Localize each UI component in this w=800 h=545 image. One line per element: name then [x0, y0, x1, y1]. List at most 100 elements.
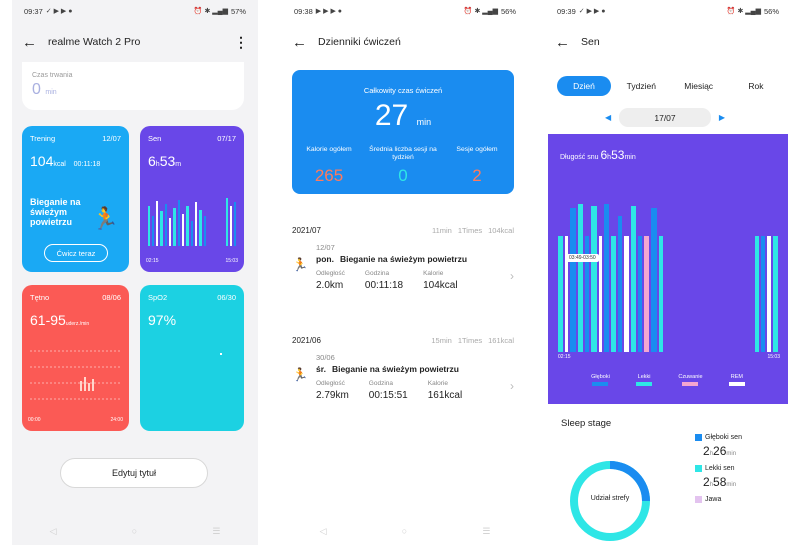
stat-weekly-sessions: Średnia liczba sesji na tydzień 0 — [368, 146, 438, 186]
battery-level: 56% — [763, 6, 779, 16]
sleep-duration-hours: 6 — [600, 148, 608, 162]
app-header: ← realme Watch 2 Pro ⋮ — [12, 22, 258, 62]
sleep-date: 07/17 — [217, 134, 236, 143]
stage-m-unit: min — [726, 451, 737, 457]
date-navigator: ◀ 17/07 ▶ — [605, 108, 725, 127]
sleep-stage-title: Sleep stage — [561, 418, 612, 429]
distance-value: 2.79km — [316, 390, 349, 401]
spo2-tile[interactable]: SpO2 06/30 97% — [140, 285, 244, 431]
period-tabs: Dzień Tydzień Miesiąc Rok — [557, 76, 783, 96]
phone-sleep: 09:39 ✓ ▶ ▶ ● ⏰ ✱ ▂▄▆ 56% ← Sen Dzień Tydz… — [545, 0, 791, 545]
heart-rate-tile[interactable]: Tętno 08/06 61-95uderz./min 00:00 24:00 — [22, 285, 129, 431]
time-value: 00:11:18 — [364, 280, 404, 291]
heart-title: Tętno — [30, 293, 50, 302]
legend-label: Czuwanie — [678, 374, 703, 380]
exercise-now-button[interactable]: Ćwicz teraz — [44, 244, 108, 262]
sleep-duration-m-unit: min — [624, 154, 636, 161]
exercise-summary-card: Całkowity czas ćwiczeń 27 min Kalorie og… — [292, 70, 514, 194]
app-header: ← Dzienniki ćwiczeń — [282, 22, 528, 62]
sleep-duration-minutes: 53 — [611, 148, 625, 162]
entry-date: 30/06 — [316, 353, 335, 362]
month-times: 1Times — [457, 336, 483, 345]
legend-swatch — [728, 382, 745, 386]
stat-calories: Kalorie ogółem 265 — [294, 146, 364, 186]
spo2-title: SpO2 — [148, 293, 168, 302]
system-nav-bar: ◁ ○ ☰ — [12, 517, 258, 545]
tab-week[interactable]: Tydzień — [626, 81, 656, 91]
previous-date-icon[interactable]: ◀ — [605, 113, 612, 122]
heart-mini-chart — [30, 350, 122, 400]
legend-swatch — [592, 382, 609, 386]
tab-month[interactable]: Miesiąc — [684, 81, 714, 91]
stage-hours: 2 — [703, 444, 710, 458]
entry-name: Bieganie na świeżym powietrzu — [331, 364, 459, 374]
training-tile[interactable]: Trening 12/07 104kcal 00:11:18 Bieganie n… — [22, 126, 129, 272]
stage-swatch — [695, 496, 702, 503]
back-arrow-icon[interactable]: ← — [292, 33, 307, 51]
battery-level: 56% — [500, 6, 516, 16]
chevron-right-icon[interactable]: › — [510, 269, 514, 283]
current-date[interactable]: 17/07 — [619, 108, 711, 127]
sleep-h-unit: h — [155, 161, 160, 168]
month-label: 2021/06 — [292, 336, 321, 345]
training-kcal-unit: kcal — [53, 161, 66, 168]
training-activity: Bieganie na świeżym powietrzu — [30, 197, 81, 227]
stage-hours: 2 — [703, 475, 710, 489]
distance-label: Odległość — [316, 380, 345, 387]
legend-deep: Głęboki — [591, 374, 610, 386]
stat-value: 2 — [472, 166, 482, 185]
status-time: 09:37 — [24, 6, 43, 16]
stage-awake: Jawa — [695, 496, 785, 503]
heart-start-time: 00:00 — [28, 417, 41, 423]
stat-value: 0 — [398, 166, 408, 185]
month-time: 15min — [431, 336, 452, 345]
nav-back-icon[interactable]: ◁ — [49, 525, 57, 536]
spo2-dot — [220, 353, 222, 355]
exercise-entry[interactable]: 🏃 12/07 pon. Bieganie na świeżym powietrz… — [292, 243, 514, 291]
signal-icons: ⏰ ✱ ▂▄▆ — [463, 8, 498, 15]
duration-card[interactable]: Czas trwania 0 min — [22, 62, 244, 110]
battery-level: 57% — [230, 6, 246, 16]
month-group-2021-06: 2021/06 15min 1Times 161kcal 🏃 30/06 śr. Bie… — [292, 336, 514, 401]
sleep-duration-label: Długość snu — [560, 154, 599, 161]
sleep-start-time: 02:15 — [146, 258, 159, 264]
exercise-entry[interactable]: 🏃 30/06 śr. Bieganie na świeżym powietrzu… — [292, 353, 514, 401]
entry-day: śr. — [316, 364, 326, 374]
notification-icons: ✓ ▶ ▶ ● — [578, 8, 606, 15]
stat-value: 265 — [314, 166, 344, 185]
time-value: 00:15:51 — [368, 390, 408, 401]
calories-value: 104kcal — [423, 280, 458, 291]
nav-home-icon[interactable]: ○ — [131, 526, 138, 536]
distance-label: Odległość — [316, 270, 345, 277]
legend-label: Lekki — [637, 374, 651, 380]
edit-title-button[interactable]: Edytuj tytuł — [60, 458, 208, 488]
stage-label: Lekki sen — [705, 465, 735, 472]
sleep-tile[interactable]: Sen 07/17 6h53m 02:15 15:03 — [140, 126, 244, 272]
page-title: Sen — [581, 36, 600, 48]
sleep-stage-list: Głęboki sen 2h26min Lekki sen 2h58min Ja… — [695, 434, 785, 510]
training-date: 12/07 — [102, 134, 121, 143]
tab-year[interactable]: Rok — [748, 81, 764, 91]
signal-icons: ⏰ ✱ ▂▄▆ — [193, 8, 228, 15]
entry-name: Bieganie na świeżym powietrzu — [339, 254, 468, 264]
nav-home-icon[interactable]: ○ — [401, 526, 408, 536]
nav-back-icon[interactable]: ◁ — [319, 525, 327, 536]
status-time: 09:38 — [294, 6, 313, 16]
tab-day[interactable]: Dzień — [557, 76, 611, 96]
next-date-icon[interactable]: ▶ — [718, 113, 725, 122]
month-time: 11min — [431, 226, 452, 235]
sleep-chart-start-time: 02:15 — [558, 354, 571, 360]
more-options-icon[interactable]: ⋮ — [234, 33, 248, 50]
status-time: 09:39 — [557, 6, 576, 16]
back-arrow-icon[interactable]: ← — [22, 33, 37, 51]
chevron-right-icon[interactable]: › — [510, 379, 514, 393]
spo2-value: 97% — [148, 312, 177, 328]
stat-label: Kalorie ogółem — [306, 146, 352, 153]
sleep-stage-donut — [570, 461, 650, 541]
month-group-2021-07: 2021/07 11min 1Times 104kcal 🏃 12/07 pon. Bi… — [292, 226, 514, 291]
nav-recents-icon[interactable]: ☰ — [212, 525, 221, 536]
nav-recents-icon[interactable]: ☰ — [482, 525, 491, 536]
duration-unit: min — [45, 89, 57, 96]
legend-label: Głęboki — [591, 374, 610, 380]
back-arrow-icon[interactable]: ← — [555, 33, 570, 51]
